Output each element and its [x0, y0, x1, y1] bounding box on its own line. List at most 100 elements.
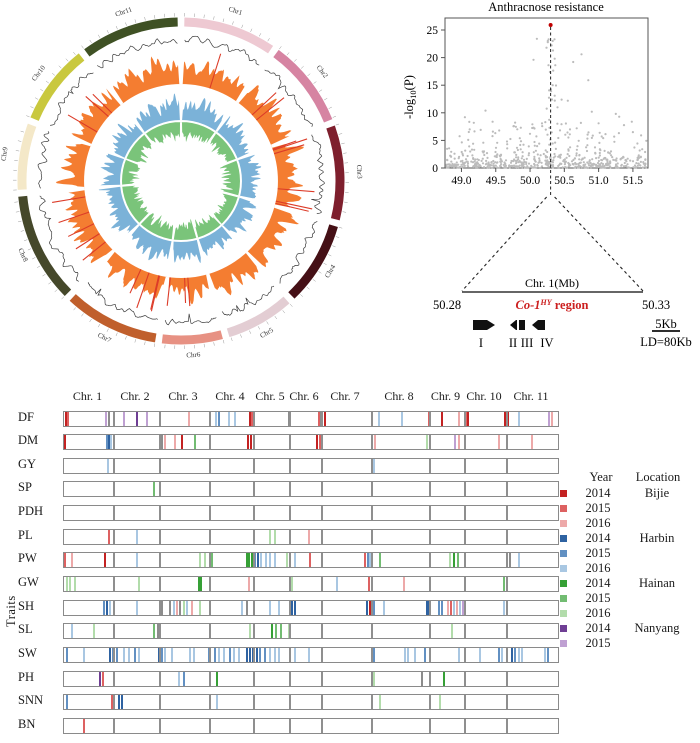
signal-mark	[323, 411, 326, 426]
legend-entry: 2014 Nanyang	[548, 621, 700, 636]
signal-mark	[99, 671, 102, 686]
chr-header-label: Chr. 4	[215, 389, 245, 403]
chromosome-boundary	[464, 411, 466, 426]
signal-mark	[498, 648, 501, 662]
chromosome-boundary	[209, 718, 211, 733]
scatter-point	[535, 37, 538, 40]
scatter-point	[558, 129, 562, 132]
arc-tick	[313, 81, 317, 84]
chromosome-boundary	[159, 553, 161, 568]
arc-tick	[154, 15, 156, 19]
signal-mark	[403, 648, 406, 662]
scatter-point	[445, 163, 448, 166]
chromosome-boundary	[113, 553, 115, 568]
scatter-point	[504, 159, 508, 162]
orange-track-spike	[187, 277, 191, 307]
scatter-point	[557, 155, 560, 158]
arc-tick	[286, 52, 290, 56]
signal-mark	[308, 529, 311, 544]
scatter-point	[505, 140, 509, 143]
arc-tick	[249, 330, 252, 334]
line-track	[37, 35, 325, 326]
scatter-point	[591, 134, 594, 137]
orange-track-spike	[209, 53, 222, 89]
chromosome-boundary	[371, 435, 373, 450]
chromosome-boundary	[464, 577, 466, 592]
scatter-point	[591, 163, 594, 166]
signal-mark	[365, 600, 368, 615]
chromosome-boundary	[464, 671, 466, 686]
signal-mark	[134, 648, 137, 662]
chromosome-boundary	[159, 718, 161, 733]
arc-tick	[335, 123, 340, 126]
scatter-point	[538, 142, 541, 145]
scatter-point	[533, 140, 536, 144]
scatter-point	[494, 132, 497, 135]
arc-tick	[20, 130, 25, 133]
chromosome-boundary	[506, 718, 508, 733]
scatter-point	[560, 98, 563, 101]
scatter-point	[605, 164, 608, 167]
chromosome-boundary	[289, 553, 291, 568]
chromosome-boundary	[321, 482, 323, 497]
scatter-point	[515, 162, 518, 165]
circos-svg: Chr1 Chr2 Chr3 Chr4 Chr5 Chr6 Chr7 Chr8 Chr9 Chr1…	[0, 5, 364, 359]
scatter-point	[463, 116, 466, 119]
scatter-point	[484, 163, 487, 166]
scatter-point	[545, 46, 548, 49]
chromosome-boundary	[209, 458, 211, 473]
scatter-point	[633, 164, 637, 167]
signal-mark	[503, 577, 506, 592]
arc-tick	[34, 97, 39, 100]
signal-mark	[517, 648, 520, 662]
signal-mark	[424, 648, 427, 662]
scatter-point	[519, 143, 522, 147]
signal-mark	[176, 600, 179, 615]
signal-mark	[459, 600, 462, 615]
signal-mark	[223, 648, 226, 662]
trait-row-snn	[63, 694, 559, 711]
signal-mark	[363, 553, 366, 568]
signal-mark	[82, 648, 85, 662]
signal-mark	[367, 577, 370, 592]
signal-mark	[458, 411, 461, 426]
scatter-point	[544, 121, 547, 124]
scatter-point	[547, 64, 550, 67]
scatter-point	[446, 159, 449, 162]
signal-mark	[64, 435, 67, 450]
chromosome-arc-chr5	[226, 296, 290, 338]
arc-tick	[266, 321, 269, 325]
chromosome-boundary	[371, 411, 373, 426]
chromosome-boundary	[253, 506, 255, 521]
scatter-point	[594, 151, 597, 154]
scatter-point	[498, 129, 501, 132]
scatter-point	[564, 133, 567, 136]
signal-mark	[211, 553, 214, 568]
trait-label-pl: PL	[18, 527, 33, 542]
trait-label-sh: SH	[18, 598, 34, 613]
chromosome-boundary	[321, 458, 323, 473]
chromosome-boundary	[464, 648, 466, 662]
scatter-point	[583, 156, 586, 159]
signal-mark	[400, 411, 403, 426]
scatter-point	[598, 163, 601, 166]
signal-mark	[379, 553, 382, 568]
scatter-point	[485, 159, 488, 162]
scatter-point	[567, 149, 570, 152]
scatter-point	[522, 161, 525, 164]
chromosome-boundary	[113, 648, 115, 662]
signal-mark	[467, 411, 470, 426]
chromosome-boundary	[289, 718, 291, 733]
scatter-point	[531, 123, 534, 126]
chromosome-boundary	[289, 458, 291, 473]
chromosome-boundary	[429, 671, 431, 686]
scatter-point	[474, 162, 477, 165]
scatter-point	[568, 154, 571, 158]
signal-mark	[442, 671, 445, 686]
scatter-point	[483, 166, 486, 169]
signal-mark	[426, 435, 429, 450]
scatter-point	[579, 121, 582, 124]
signal-mark	[240, 600, 243, 615]
trait-row-sl	[63, 623, 559, 640]
scatter-point	[598, 154, 601, 157]
